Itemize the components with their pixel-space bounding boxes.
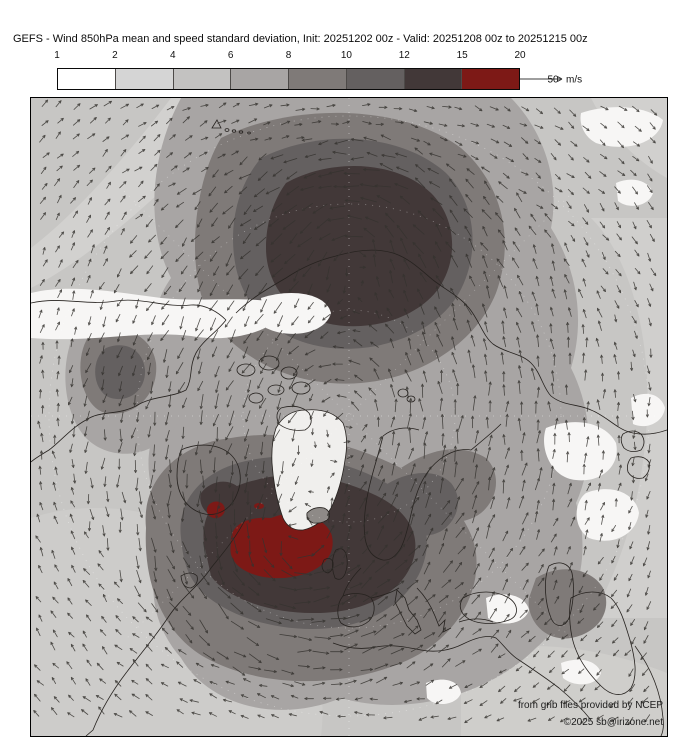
reference-vector-key: 50 m/s: [520, 75, 582, 86]
colorbar-tick: 6: [227, 50, 234, 61]
colorbar-tick: 12: [398, 50, 410, 61]
reference-arrow-icon: [520, 76, 563, 82]
colorbar-tick: 4: [169, 50, 176, 61]
colorbar-segment: [403, 69, 462, 89]
colorbar: [57, 68, 520, 90]
colorbar-segment: [461, 69, 519, 89]
reference-vector-value: 50: [547, 75, 559, 86]
colorbar-segment: [58, 69, 115, 89]
colorbar-segment: [172, 69, 231, 89]
colorbar-tick: 15: [456, 50, 468, 61]
colorbar-segment: [345, 69, 404, 89]
graticule-layer: [31, 98, 667, 736]
colorbar-tick: 8: [285, 50, 292, 61]
colorbar-segment: [114, 69, 173, 89]
colorbar-segment: [230, 69, 288, 89]
colorbar-tick: 20: [514, 50, 526, 61]
colorbar-tick-row: 1 2 4 6 8 10 12 15 20: [0, 50, 700, 64]
stddev-contour-layer: [31, 98, 667, 736]
colorbar-tick: 1: [54, 50, 60, 61]
colorbar-segment: [288, 69, 346, 89]
colorbar-tick: 10: [340, 50, 352, 61]
chart-title: GEFS - Wind 850hPa mean and speed standa…: [13, 33, 588, 45]
attribution-copyright: ©2025 sb@irizone.net: [563, 717, 663, 728]
coastline-layer: [31, 119, 667, 736]
map-attribution: from grib files provided by NCEP ©2025 s…: [518, 697, 663, 731]
map-canvas: from grib files provided by NCEP ©2025 s…: [30, 97, 668, 737]
wind-arrows: [33, 99, 658, 726]
map-svg: [31, 98, 667, 736]
reference-vector-units: m/s: [566, 75, 582, 86]
attribution-source: from grib files provided by NCEP: [517, 700, 663, 711]
colorbar-tick: 2: [112, 50, 118, 61]
wind-arrows-layer: [33, 99, 658, 726]
